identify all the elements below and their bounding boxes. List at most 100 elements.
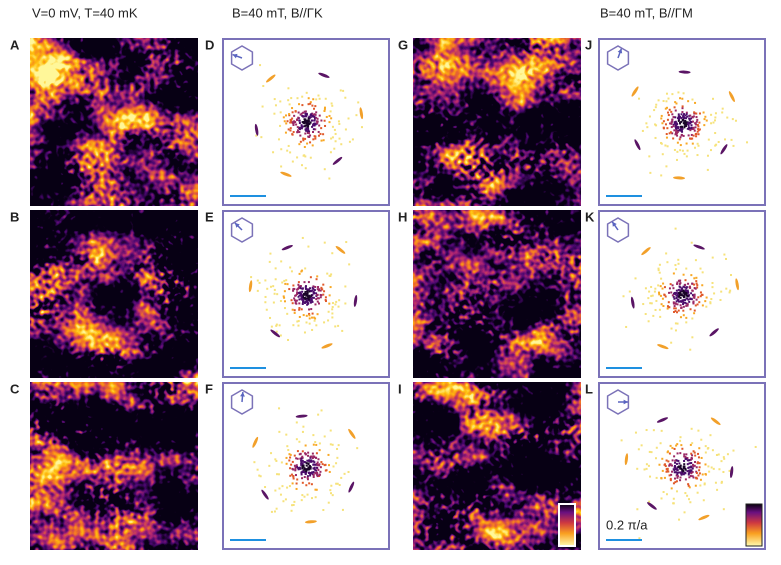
fft-panel xyxy=(222,382,390,550)
fft-speckle xyxy=(345,241,348,244)
fft-speckle xyxy=(681,127,684,130)
fft-speckle xyxy=(298,307,301,310)
fft-speckle xyxy=(696,154,699,157)
fft-speckle xyxy=(687,472,690,475)
fft-speckle xyxy=(685,111,688,114)
fft-speckle xyxy=(672,125,675,128)
fft-speckle xyxy=(689,308,692,311)
fft-speckle xyxy=(680,300,683,303)
fft-speckle xyxy=(334,140,337,143)
fft-speckle xyxy=(683,295,686,298)
fft-speckle xyxy=(695,276,698,279)
fft-speckle xyxy=(299,287,302,290)
fft-speckle xyxy=(306,293,309,296)
fft-speckle xyxy=(678,280,681,283)
fft-speckle xyxy=(659,285,662,288)
fft-speckle xyxy=(673,129,676,132)
fft-speckle xyxy=(344,302,347,305)
fft-speckle xyxy=(270,452,273,455)
fft-speckle xyxy=(690,466,693,469)
fft-speckle xyxy=(716,488,719,491)
fft-speckle xyxy=(692,476,695,479)
fft-speckle xyxy=(296,478,299,481)
fft-speckle xyxy=(287,99,290,102)
fft-speckle xyxy=(280,260,283,263)
fft-speckle xyxy=(269,316,272,319)
fft-speckle xyxy=(322,139,325,142)
fft-speckle xyxy=(284,498,287,501)
fft-speckle xyxy=(689,348,692,351)
fft-speckle xyxy=(698,462,701,465)
fft-speckle xyxy=(272,285,275,288)
fft-speckle xyxy=(303,110,306,113)
fft-speckle xyxy=(256,468,259,471)
fft-speckle xyxy=(684,114,687,117)
fft-speckle xyxy=(707,465,710,468)
fft-speckle xyxy=(725,287,728,290)
fft-speckle xyxy=(691,454,694,457)
fft-speckle xyxy=(677,129,680,132)
fft-speckle xyxy=(711,449,714,452)
fft-speckle xyxy=(308,115,311,118)
fft-speckle xyxy=(671,120,674,123)
fft-speckle xyxy=(678,283,681,286)
fft-speckle xyxy=(679,479,682,482)
fft-speckle xyxy=(302,111,305,114)
fft-speckle xyxy=(255,134,258,137)
fft-speckle xyxy=(322,283,325,286)
fft-speckle xyxy=(305,484,308,487)
fft-speckle xyxy=(304,287,307,290)
fft-speckle xyxy=(258,281,261,284)
fft-speckle xyxy=(673,121,676,124)
fft-speckle xyxy=(312,98,315,101)
fft-speckle xyxy=(280,148,283,151)
fft-speckle xyxy=(287,128,290,131)
fft-speckle xyxy=(663,476,666,479)
fft-speckle xyxy=(301,294,304,297)
fft-speckle xyxy=(309,456,312,459)
fft-speckle xyxy=(690,427,693,430)
fft-speckle xyxy=(276,293,279,296)
fft-speckle xyxy=(331,136,334,139)
fft-speckle xyxy=(275,323,278,326)
fft-speckle xyxy=(308,314,311,317)
fft-speckle xyxy=(290,473,293,476)
fft-speckle xyxy=(330,492,333,495)
fft-speckle xyxy=(693,451,696,454)
fft-speckle xyxy=(302,295,305,298)
fft-speckle xyxy=(679,467,682,470)
fft-speckle xyxy=(314,488,317,491)
fft-speckle xyxy=(658,293,661,296)
fft-speckle xyxy=(702,111,705,114)
fft-speckle xyxy=(647,320,650,323)
fft-speckle xyxy=(320,119,323,122)
fft-speckle xyxy=(673,148,676,151)
fft-peak xyxy=(673,176,686,180)
fft-speckle xyxy=(321,463,324,466)
fft-speckle xyxy=(710,298,713,301)
fft-speckle xyxy=(700,438,703,441)
fft-speckle xyxy=(264,486,267,489)
fft-speckle xyxy=(689,458,692,461)
fft-speckle xyxy=(710,466,713,469)
fft-speckle xyxy=(294,110,297,113)
fft-speckle xyxy=(687,122,690,125)
fft-speckle xyxy=(260,136,263,139)
fft-speckle xyxy=(691,282,694,285)
fft-speckle xyxy=(327,310,330,313)
fft-speckle xyxy=(687,484,690,487)
fft-speckle xyxy=(305,468,308,471)
fft-speckle xyxy=(689,121,692,124)
fft-speckle xyxy=(694,133,697,136)
fft-speckle xyxy=(721,107,724,110)
fft-speckle xyxy=(692,134,695,137)
fft-peak xyxy=(270,329,281,338)
fft-speckle xyxy=(690,469,693,472)
fft-speckle xyxy=(677,262,680,265)
fft-speckle xyxy=(686,127,689,130)
fft-peak xyxy=(359,107,364,120)
fft-speckle xyxy=(636,508,639,511)
topograph-panel xyxy=(413,210,581,378)
fft-speckle xyxy=(312,128,315,131)
fft-speckle xyxy=(691,294,694,297)
